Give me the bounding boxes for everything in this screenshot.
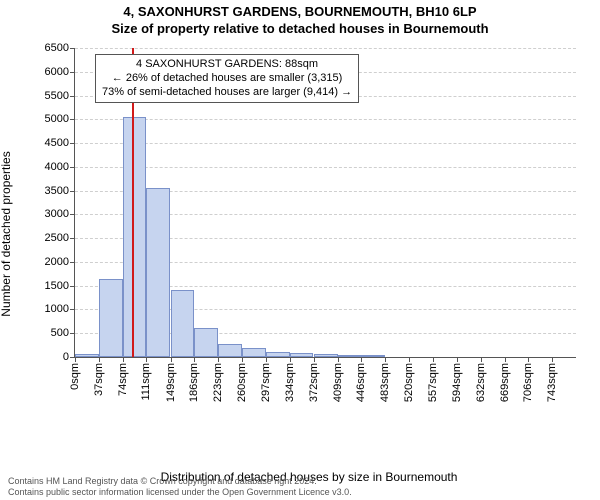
- xtick-mark: [433, 357, 434, 362]
- gridline: [75, 143, 576, 144]
- histogram-bar: [194, 328, 218, 357]
- xtick-label: 37sqm: [93, 363, 105, 396]
- xtick-label: 260sqm: [236, 363, 248, 402]
- xtick-label: 669sqm: [499, 363, 511, 402]
- annotation-line2: ← 26% of detached houses are smaller (3,…: [102, 72, 352, 86]
- ytick-label: 6000: [45, 66, 75, 78]
- xtick-label: 186sqm: [188, 363, 200, 402]
- xtick-label: 483sqm: [379, 363, 391, 402]
- histogram-bar: [218, 344, 242, 357]
- ytick-label: 5000: [45, 113, 75, 125]
- xtick-label: 743sqm: [546, 363, 558, 402]
- histogram-bar: [123, 117, 147, 357]
- ytick-label: 3500: [45, 185, 75, 197]
- xtick-mark: [99, 357, 100, 362]
- histogram-bar: [75, 354, 99, 357]
- xtick-mark: [194, 357, 195, 362]
- histogram-bar: [314, 354, 338, 357]
- ytick-label: 500: [51, 327, 75, 339]
- xtick-label: 372sqm: [308, 363, 320, 402]
- xtick-mark: [338, 357, 339, 362]
- histogram-bar: [266, 352, 290, 357]
- footer-line1: Contains HM Land Registry data © Crown c…: [8, 476, 592, 487]
- gridline: [75, 48, 576, 49]
- xtick-label: 706sqm: [522, 363, 534, 402]
- xtick-mark: [290, 357, 291, 362]
- y-axis-label: Number of detached properties: [0, 151, 13, 316]
- xtick-label: 557sqm: [427, 363, 439, 402]
- xtick-mark: [552, 357, 553, 362]
- xtick-mark: [385, 357, 386, 362]
- histogram-bar: [242, 348, 266, 357]
- xtick-label: 111sqm: [140, 363, 152, 401]
- xtick-label: 0sqm: [69, 363, 81, 390]
- plot-wrap: Number of detached properties 0500100015…: [38, 48, 580, 420]
- xtick-mark: [242, 357, 243, 362]
- xtick-label: 297sqm: [260, 363, 272, 402]
- annotation-line3: 73% of semi-detached houses are larger (…: [102, 86, 352, 100]
- xtick-mark: [266, 357, 267, 362]
- xtick-label: 334sqm: [284, 363, 296, 402]
- footer: Contains HM Land Registry data © Crown c…: [0, 476, 600, 499]
- gridline: [75, 167, 576, 168]
- histogram-bar: [290, 353, 314, 357]
- plot-area: 0500100015002000250030003500400045005000…: [74, 48, 576, 358]
- histogram-bar: [99, 279, 123, 357]
- ytick-label: 4000: [45, 161, 75, 173]
- xtick-mark: [505, 357, 506, 362]
- ytick-label: 4500: [45, 137, 75, 149]
- histogram-bar: [171, 290, 195, 357]
- xtick-mark: [314, 357, 315, 362]
- xtick-label: 446sqm: [355, 363, 367, 402]
- xtick-mark: [361, 357, 362, 362]
- ytick-label: 2500: [45, 232, 75, 244]
- xtick-label: 632sqm: [475, 363, 487, 402]
- xtick-mark: [75, 357, 76, 362]
- histogram-bar: [338, 355, 362, 357]
- xtick-mark: [481, 357, 482, 362]
- title-block: 4, SAXONHURST GARDENS, BOURNEMOUTH, BH10…: [0, 0, 600, 38]
- chart-container: 4, SAXONHURST GARDENS, BOURNEMOUTH, BH10…: [0, 0, 600, 500]
- xtick-mark: [528, 357, 529, 362]
- xtick-mark: [146, 357, 147, 362]
- histogram-bar: [146, 188, 170, 357]
- xtick-label: 149sqm: [165, 363, 177, 402]
- ytick-label: 1000: [45, 303, 75, 315]
- title-address: 4, SAXONHURST GARDENS, BOURNEMOUTH, BH10…: [0, 4, 600, 21]
- xtick-label: 409sqm: [332, 363, 344, 402]
- annotation-box: 4 SAXONHURST GARDENS: 88sqm ← 26% of det…: [95, 54, 359, 103]
- xtick-label: 74sqm: [117, 363, 129, 396]
- xtick-mark: [409, 357, 410, 362]
- xtick-mark: [123, 357, 124, 362]
- ytick-label: 6500: [45, 42, 75, 54]
- ytick-label: 3000: [45, 208, 75, 220]
- xtick-label: 223sqm: [212, 363, 224, 402]
- xtick-mark: [218, 357, 219, 362]
- footer-line2: Contains public sector information licen…: [8, 487, 592, 498]
- title-subtitle: Size of property relative to detached ho…: [0, 21, 600, 38]
- gridline: [75, 119, 576, 120]
- xtick-mark: [171, 357, 172, 362]
- xtick-mark: [457, 357, 458, 362]
- annotation-line1: 4 SAXONHURST GARDENS: 88sqm: [102, 58, 352, 72]
- ytick-label: 2000: [45, 256, 75, 268]
- xtick-label: 520sqm: [403, 363, 415, 402]
- ytick-label: 5500: [45, 90, 75, 102]
- ytick-label: 1500: [45, 280, 75, 292]
- histogram-bar: [361, 355, 385, 357]
- ytick-label: 0: [63, 351, 75, 363]
- xtick-label: 594sqm: [451, 363, 463, 402]
